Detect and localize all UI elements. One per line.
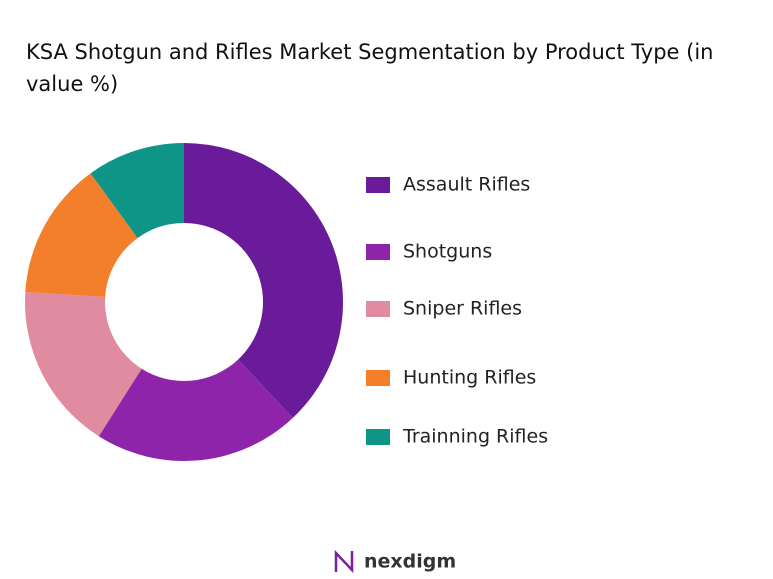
donut-slice	[24, 292, 142, 437]
legend-label: Assault Rifles	[403, 174, 530, 196]
legend-swatch	[366, 301, 390, 317]
logo-icon	[334, 549, 354, 574]
chart-title: KSA Shotgun and Rifles Market Segmentati…	[26, 40, 714, 96]
legend-swatch	[366, 429, 390, 445]
legend-swatch	[366, 244, 390, 260]
donut-slice	[90, 143, 184, 239]
donut-slice	[184, 143, 343, 418]
donut-slice	[98, 359, 293, 461]
legend-label: Sniper Rifles	[403, 298, 522, 320]
legend-label: Hunting Rifles	[403, 367, 536, 389]
legend-label: Shotguns	[403, 241, 492, 263]
legend-swatch	[366, 370, 390, 386]
donut-slice	[25, 173, 138, 298]
legend-swatch	[366, 177, 390, 193]
legend-label: Trainning Rifles	[402, 426, 548, 448]
logo-text: nexdigm	[364, 551, 456, 573]
